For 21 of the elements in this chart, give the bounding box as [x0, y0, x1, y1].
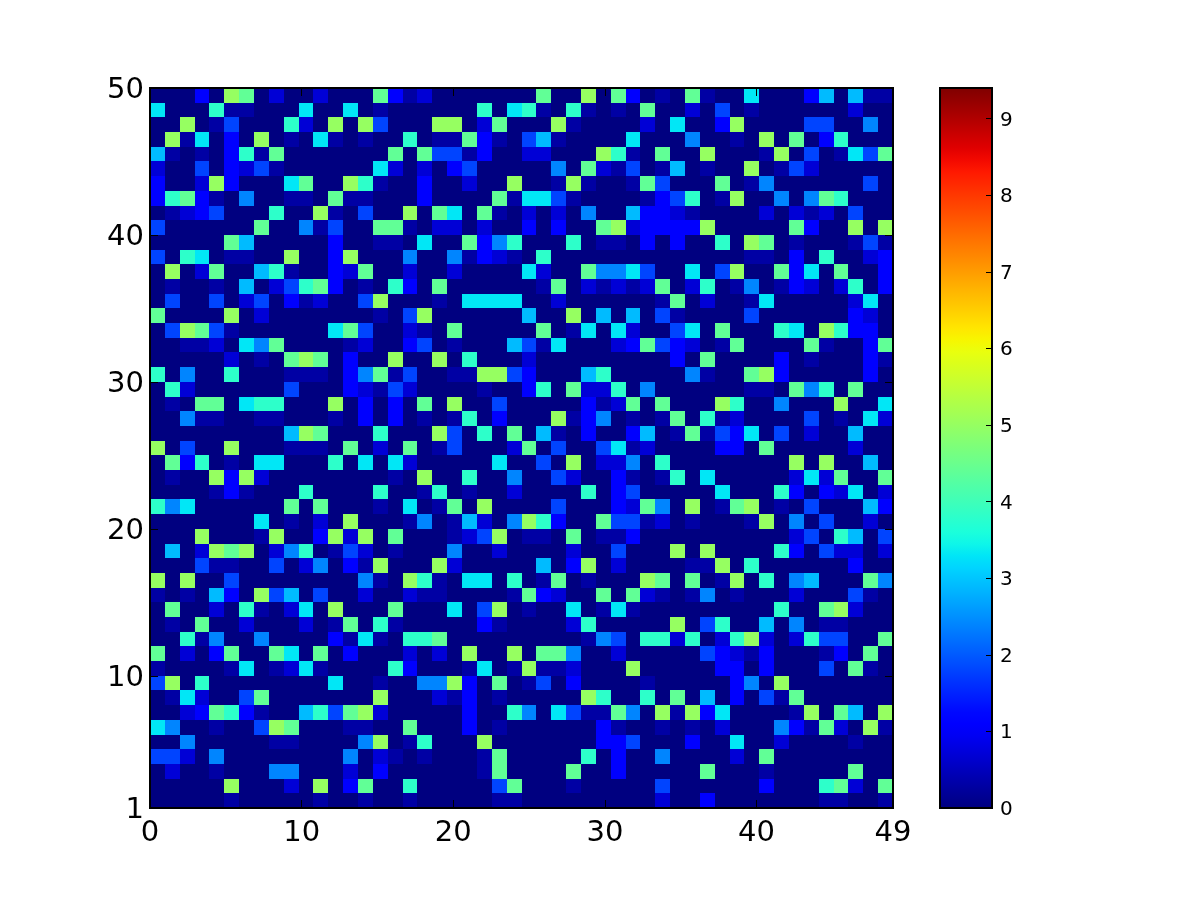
- color-bar-label: 7: [1000, 259, 1013, 284]
- x-tick-label: 40: [738, 813, 775, 848]
- color-bar-label: 6: [1000, 336, 1013, 361]
- color-bar-label: 0: [1000, 796, 1013, 820]
- y-tick-label: 40: [107, 217, 144, 252]
- color-bar-label: 1: [1000, 719, 1013, 744]
- y-tick-label: 1: [125, 791, 144, 825]
- y-tick-label: 50: [107, 71, 144, 105]
- x-tick-label: 30: [586, 813, 624, 848]
- color-bar-label: 2: [1000, 642, 1013, 667]
- y-tick-label: 20: [107, 511, 144, 546]
- color-bar-label: 8: [1000, 183, 1013, 208]
- y-tick-label: 10: [107, 658, 144, 693]
- x-tick-label: 49: [874, 813, 912, 848]
- color-bar-label: 4: [1000, 489, 1013, 514]
- color-bar-label: 5: [1000, 413, 1013, 438]
- x-tick-label: 20: [434, 813, 472, 848]
- y-tick-label: 30: [107, 364, 144, 399]
- color-bar-label: 3: [1000, 566, 1013, 591]
- x-tick-label: 10: [283, 813, 321, 848]
- color-bar-label: 9: [1000, 106, 1013, 131]
